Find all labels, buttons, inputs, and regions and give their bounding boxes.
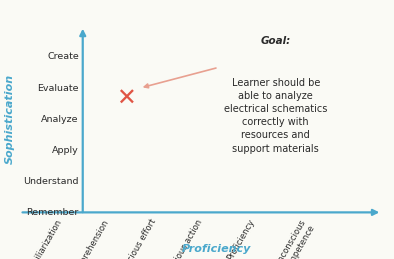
Text: Analyze: Analyze (41, 115, 79, 124)
Text: Sophistication: Sophistication (5, 74, 15, 164)
Text: Unconscious
competence: Unconscious competence (273, 218, 316, 259)
Text: Proficiency: Proficiency (225, 218, 256, 259)
Text: Conscious action: Conscious action (162, 218, 205, 259)
Text: Proficiency: Proficiency (182, 244, 251, 254)
Text: ✕: ✕ (116, 87, 136, 110)
Text: Create: Create (47, 53, 79, 61)
Text: Remember: Remember (26, 208, 79, 217)
Text: Learner should be
able to analyze
electrical schematics
correctly with
resources: Learner should be able to analyze electr… (224, 78, 327, 154)
Text: Conscious effort: Conscious effort (115, 218, 158, 259)
Text: Familiarization: Familiarization (24, 218, 63, 259)
Text: Evaluate: Evaluate (37, 84, 79, 92)
Text: Apply: Apply (52, 146, 79, 155)
Text: Comprehension: Comprehension (69, 218, 110, 259)
Text: Understand: Understand (23, 177, 79, 186)
Text: Goal:: Goal: (261, 36, 291, 46)
